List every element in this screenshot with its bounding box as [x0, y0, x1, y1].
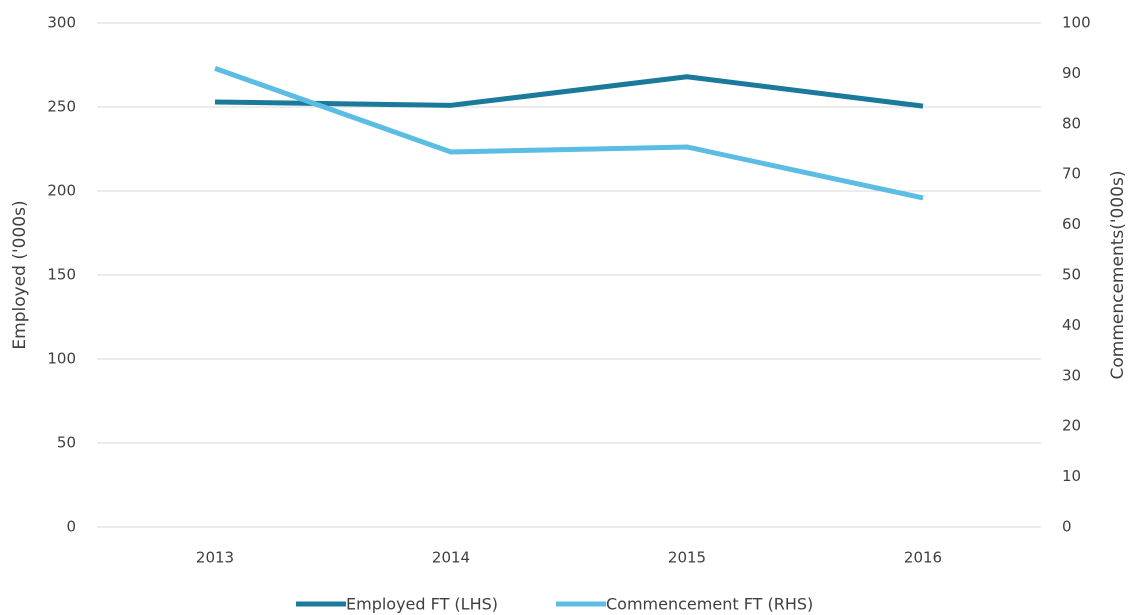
y-tick-label: 0 — [66, 518, 76, 536]
y-tick-label: 100 — [47, 350, 76, 368]
y2-tick-label: 50 — [1062, 266, 1081, 284]
y-tick-label: 150 — [47, 266, 76, 284]
y2-tick-label: 90 — [1062, 64, 1081, 82]
x-tick-label: 2015 — [668, 549, 706, 567]
y2-tick-label: 20 — [1062, 417, 1081, 435]
y2-axis-label: Commencements('000s) — [1108, 171, 1128, 380]
line-series — [214, 74, 924, 109]
y2-tick-label: 70 — [1062, 165, 1081, 183]
x-tick-label: 2013 — [196, 549, 234, 567]
y2-tick-label: 0 — [1062, 518, 1072, 536]
y-axis-label: Employed ('000s) — [10, 200, 30, 349]
x-tick-label: 2016 — [904, 549, 942, 567]
legend-label: Employed FT (LHS) — [346, 595, 498, 614]
y2-tick-label: 10 — [1062, 467, 1081, 485]
line-series — [214, 66, 924, 201]
x-tick-label: 2014 — [432, 549, 470, 567]
y-tick-label: 200 — [47, 182, 76, 200]
y-tick-label: 300 — [47, 14, 76, 32]
legend-label: Commencement FT (RHS) — [606, 595, 813, 614]
y2-tick-label: 60 — [1062, 215, 1081, 233]
y-tick-label: 250 — [47, 98, 76, 116]
y2-tick-label: 30 — [1062, 366, 1081, 384]
y-tick-label: 50 — [57, 434, 76, 452]
y2-tick-label: 40 — [1062, 316, 1081, 334]
y2-tick-label: 100 — [1062, 14, 1091, 32]
y2-tick-label: 80 — [1062, 114, 1081, 132]
